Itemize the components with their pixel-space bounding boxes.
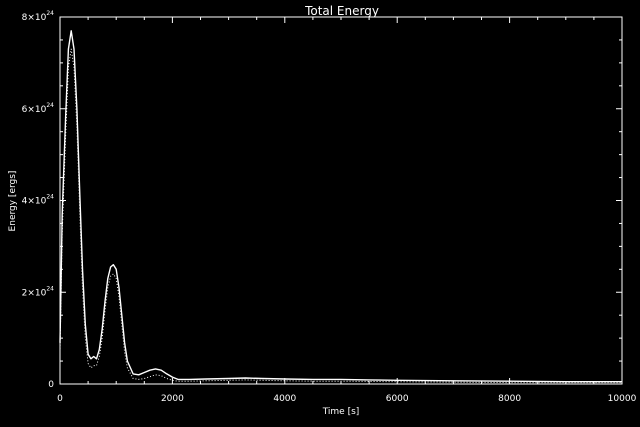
series-line-total-energy [59, 30, 622, 383]
y-axis-label: Energy [ergs] [8, 171, 18, 232]
x-axis-label: Time [s] [322, 407, 360, 417]
series-line-dotted [59, 48, 622, 384]
y-axis: 0 2×1024 4×1024 6×1024 8×1024 [22, 10, 622, 390]
chart-title: Total Energy [304, 4, 379, 18]
x-tick-label: 4000 [273, 394, 296, 404]
x-tick-label: 2000 [161, 394, 184, 404]
y-tick-label: 2×1024 [22, 285, 55, 298]
x-axis: 0 2000 4000 6000 8000 10000 [57, 17, 637, 404]
x-tick-label: 6000 [386, 394, 409, 404]
series-group [59, 30, 622, 384]
x-tick-label: 10000 [608, 394, 637, 404]
plot-frame [59, 16, 623, 385]
x-tick-label: 8000 [498, 394, 521, 404]
y-tick-label: 0 [48, 380, 54, 390]
y-tick-label: 6×1024 [22, 102, 55, 115]
y-tick-label: 4×1024 [22, 194, 55, 207]
y-tick-label: 8×1024 [22, 10, 55, 23]
x-tick-label: 0 [57, 394, 63, 404]
